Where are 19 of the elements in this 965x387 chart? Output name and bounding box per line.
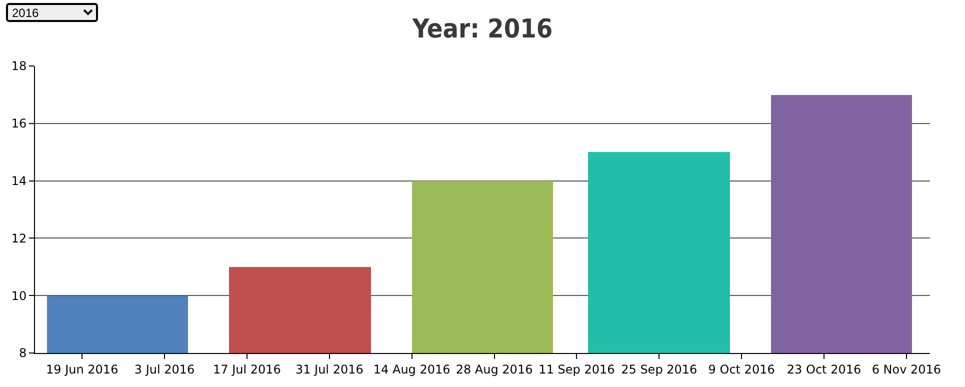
x-tick-label: 6 Nov 2016 xyxy=(872,362,942,376)
x-tick-label: 11 Sep 2016 xyxy=(538,362,615,376)
x-tick-label: 25 Sep 2016 xyxy=(621,362,698,376)
x-tick-label: 31 Jul 2016 xyxy=(295,362,364,376)
y-tick-label: 16 xyxy=(11,116,27,131)
x-tick-label: 9 Oct 2016 xyxy=(708,362,775,376)
y-tick-label: 8 xyxy=(18,346,27,360)
chart-title: Year: 2016 xyxy=(411,14,553,45)
y-tick-label: 12 xyxy=(11,231,27,246)
y-tick-label: 10 xyxy=(11,288,27,303)
x-tick-label: 14 Aug 2016 xyxy=(373,362,450,376)
y-tick-label: 14 xyxy=(11,174,27,188)
x-tick-label: 17 Jul 2016 xyxy=(213,362,281,376)
x-tick-label: 23 Oct 2016 xyxy=(786,362,862,376)
year-dropdown: 2016 xyxy=(6,3,98,22)
x-tick-label: 28 Aug 2016 xyxy=(456,362,533,376)
x-tick-label: 19 Jun 2016 xyxy=(46,362,118,376)
y-tick-label: 18 xyxy=(11,59,27,74)
x-tick-label: 3 Jul 2016 xyxy=(134,362,195,376)
